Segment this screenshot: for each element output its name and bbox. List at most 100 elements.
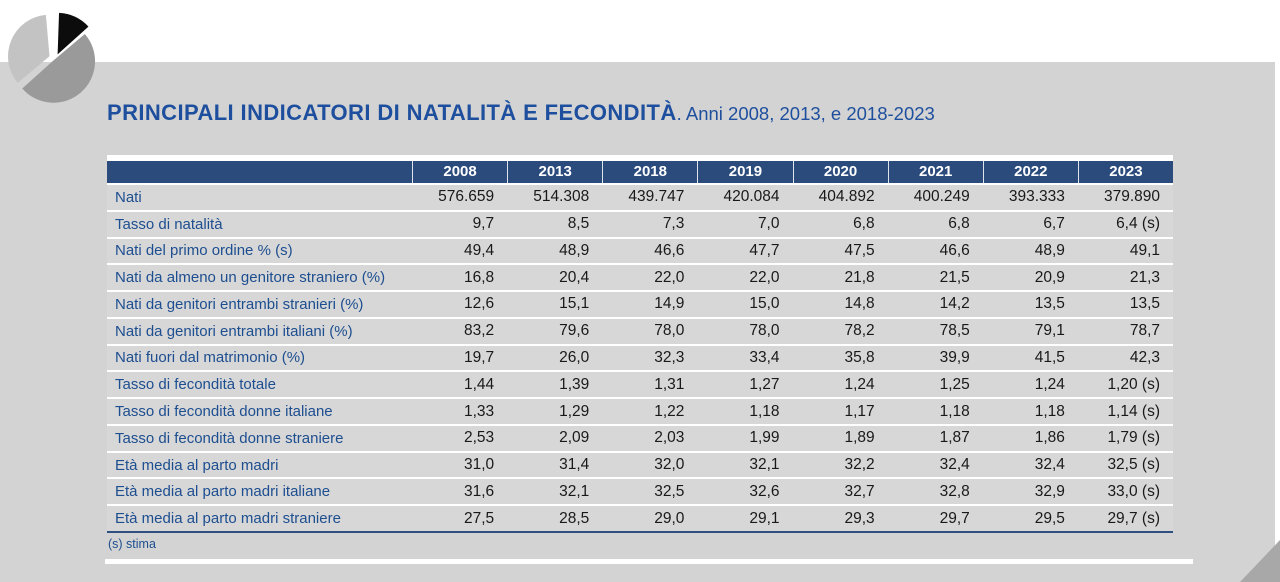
cell-value: 78,0: [654, 322, 685, 340]
cell-value: 1,33: [463, 402, 495, 420]
header-year-cell: 2013: [507, 161, 602, 183]
cell-value: 1,79 (s): [1107, 429, 1160, 447]
cell-value: 32,5: [654, 482, 685, 500]
cell-value: 1,18: [749, 402, 780, 420]
cell-value: 1,27: [749, 375, 780, 393]
cell-value: 15,0: [749, 295, 780, 313]
indicators-table: 2008 2013 2018 2019 2020 2021 2022 2023 Nati 576…: [107, 155, 1173, 533]
cell-value: 27,5: [463, 509, 495, 527]
cell-value: 1,14 (s): [1107, 402, 1160, 420]
cell-value: 46,6: [654, 241, 685, 259]
cell-value: 29,5: [1034, 509, 1065, 527]
cell-value: 2,53: [463, 429, 495, 447]
cell-value: 1,44: [463, 375, 495, 393]
header-year-cell: 2008: [412, 161, 507, 183]
row-label: Età media al parto madri italiane: [115, 483, 331, 501]
cell-value: 6,4 (s): [1116, 215, 1160, 233]
row-label: Età media al parto madri: [115, 456, 279, 474]
row-label: Nati da genitori entrambi italiani (%): [115, 322, 353, 340]
cell-value: 33,4: [749, 348, 780, 366]
row-label: Tasso di fecondità donne straniere: [115, 429, 344, 447]
cell-value: 47,7: [749, 241, 780, 259]
cell-value: 1,22: [654, 402, 685, 420]
cell-value: 13,5: [1034, 295, 1065, 313]
row-label: Nati del primo ordine % (s): [115, 242, 293, 260]
cell-value: 1,39: [559, 375, 590, 393]
bottom-white-band: [105, 559, 1193, 564]
cell-value: 14,8: [844, 295, 875, 313]
cell-value: 16,8: [463, 268, 495, 286]
cell-value: 49,4: [463, 241, 495, 259]
row-label: Tasso di natalità: [115, 215, 223, 233]
header-year-cell: 2023: [1077, 161, 1173, 183]
cell-value: 28,5: [559, 509, 590, 527]
cell-value: 1,31: [654, 375, 685, 393]
table-row: Età media al parto madri italiane 31,6 32,…: [107, 477, 1173, 505]
cell-value: 21,3: [1129, 268, 1160, 286]
cell-value: 9,7: [472, 215, 495, 233]
cell-value: 22,0: [654, 268, 685, 286]
cell-value: 379.890: [1103, 188, 1160, 206]
header-year-cell: 2018: [602, 161, 697, 183]
cell-value: 42,3: [1129, 348, 1160, 366]
cell-value: 1,24: [1034, 375, 1065, 393]
row-label: Nati da almeno un genitore straniero (%): [115, 269, 386, 287]
row-label: Nati fuori dal matrimonio (%): [115, 349, 306, 367]
cell-value: 8,5: [567, 215, 590, 233]
cell-value: 2,09: [559, 429, 590, 447]
pie-slice-mid-gray: [22, 34, 96, 103]
cell-value: 576.659: [438, 188, 495, 206]
cell-value: 19,7: [463, 348, 495, 366]
row-label: Nati da genitori entrambi stranieri (%): [115, 295, 364, 313]
cell-value: 13,5: [1129, 295, 1160, 313]
cell-value: 29,7: [939, 509, 970, 527]
cell-value: 6,8: [948, 215, 970, 233]
cell-value: 32,2: [844, 456, 875, 474]
cell-value: 1,17: [844, 402, 875, 420]
row-label: Tasso di fecondità donne italiane: [115, 403, 333, 420]
cell-value: 26,0: [559, 348, 590, 366]
cell-value: 2,03: [654, 429, 685, 447]
cell-value: 22,0: [749, 268, 780, 286]
cell-value: 29,7 (s): [1107, 509, 1160, 527]
cell-value: 32,6: [749, 482, 780, 500]
cell-value: 83,2: [463, 322, 495, 340]
cell-value: 29,0: [654, 509, 685, 527]
cell-value: 514.308: [533, 188, 590, 206]
page-curl-corner: [1240, 540, 1280, 582]
cell-value: 29,3: [844, 509, 875, 527]
page-title-main: PRINCIPALI INDICATORI DI NATALITÀ E FECO…: [107, 100, 677, 125]
table-row: Nati del primo ordine % (s) 49,4 48,9 46,6 4…: [107, 236, 1173, 264]
header-year-cell: 2019: [697, 161, 792, 183]
header-year-cell: 2022: [982, 161, 1078, 183]
cell-value: 32,1: [559, 482, 590, 500]
cell-value: 32,7: [844, 482, 875, 500]
cell-value: 78,5: [939, 322, 970, 340]
cell-value: 49,1: [1129, 241, 1160, 259]
table-row: Nati da almeno un genitore straniero (%)…: [107, 263, 1173, 291]
cell-value: 29,1: [749, 509, 780, 527]
table-row: Tasso di natalità 9,7 8,5 7,3 7,0 6,8 6,8 6,7 6,…: [107, 209, 1173, 237]
cell-value: 1,87: [939, 429, 970, 447]
cell-value: 393.333: [1008, 188, 1065, 206]
cell-value: 21,5: [939, 268, 970, 286]
row-label: Età media al parto madri straniere: [115, 510, 341, 528]
cell-value: 32,9: [1034, 482, 1065, 500]
cell-value: 1,18: [1034, 402, 1065, 420]
table-bottom-border: [107, 530, 1173, 533]
table-row: Età media al parto madri straniere 27,5 28…: [107, 504, 1173, 531]
cell-value: 78,0: [749, 322, 780, 340]
cell-value: 1,18: [939, 402, 970, 420]
cell-value: 32,5 (s): [1107, 456, 1160, 474]
table-row: Nati fuori dal matrimonio (%) 19,7 26,0 32,…: [107, 343, 1173, 371]
pie-chart-logo-icon: [8, 12, 96, 103]
cell-value: 32,1: [749, 456, 780, 474]
cell-value: 48,9: [559, 241, 590, 259]
table-body: Nati 576.659 514.308 439.747 420.084 404.892 4…: [107, 183, 1173, 531]
cell-value: 32,0: [654, 456, 685, 474]
cell-value: 1,99: [749, 429, 780, 447]
cell-value: 404.892: [818, 188, 875, 206]
cell-value: 48,9: [1034, 241, 1065, 259]
footnote-stima: (s) stima: [108, 537, 156, 551]
cell-value: 35,8: [844, 348, 875, 366]
